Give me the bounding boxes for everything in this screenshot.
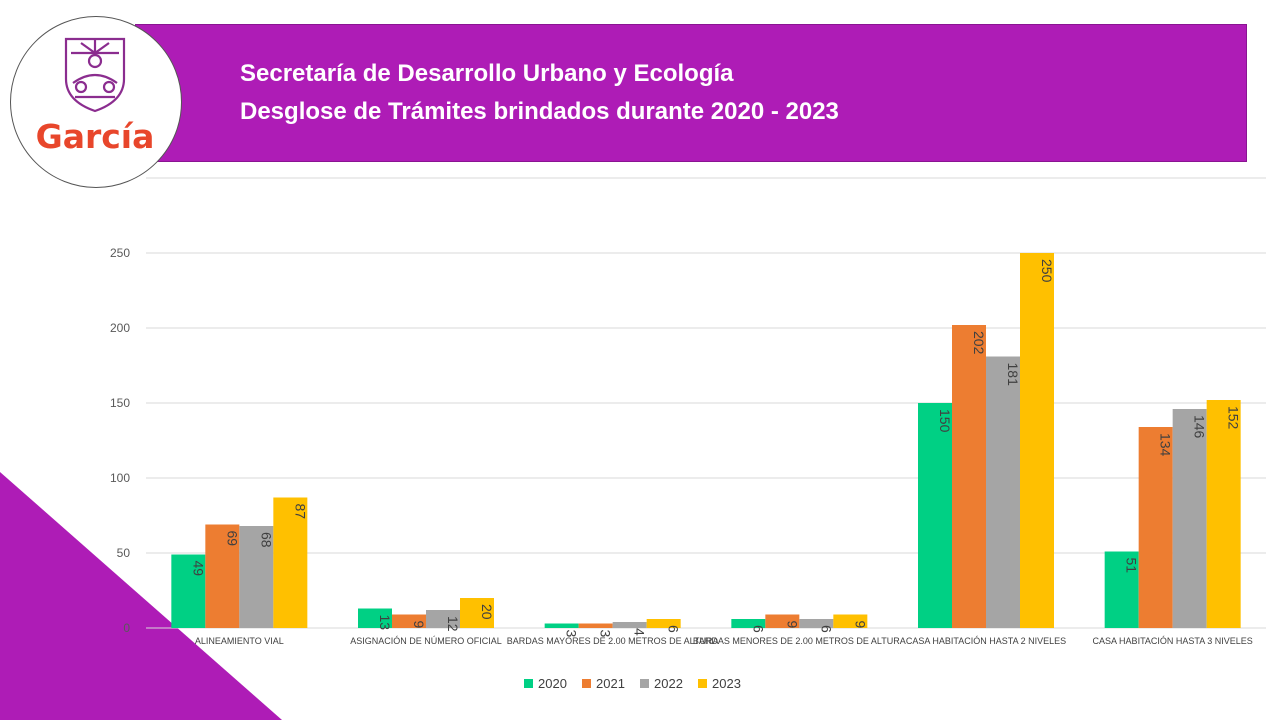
legend-swatch: [582, 679, 591, 688]
data-label: 9: [411, 621, 427, 629]
bar-2022: [426, 610, 460, 628]
bar-2022: [986, 356, 1020, 628]
bar-2021: [578, 623, 613, 628]
data-label: 12: [445, 616, 461, 632]
bar-2022: [239, 526, 274, 628]
legend-label: 2021: [596, 676, 625, 691]
category-label: BARDAS MAYORES DE 2.00 METROS DE ALTURA: [507, 636, 719, 646]
data-label: 150: [937, 409, 953, 433]
legend: 2020 2021 2022 2023: [0, 672, 1280, 694]
shield-emblem-icon: García: [36, 37, 155, 156]
bar-2020: [918, 403, 952, 628]
bar-2020: [1104, 551, 1139, 628]
data-label: 3: [598, 630, 614, 638]
data-label: 202: [971, 331, 987, 355]
bar-2020: [731, 619, 766, 628]
legend-label: 2022: [654, 676, 683, 691]
data-label: 49: [190, 561, 206, 577]
data-label: 152: [1226, 406, 1242, 430]
data-label: 134: [1158, 433, 1174, 457]
legend-item-2020: 2020: [524, 676, 567, 691]
data-label: 68: [258, 532, 274, 548]
data-label: 4: [632, 628, 648, 636]
data-label: 146: [1192, 415, 1208, 439]
data-label: 20: [479, 604, 495, 620]
category-labels: ALINEAMIENTO VIAL ASIGNACIÓN DE NÚMERO OF…: [195, 636, 1253, 646]
data-label: 6: [666, 625, 682, 633]
logo: García: [10, 16, 182, 188]
data-label: 13: [377, 615, 393, 631]
legend-swatch: [524, 679, 533, 688]
bar-2023: [273, 497, 308, 628]
y-tick-label: 100: [110, 471, 130, 485]
data-label: 3: [564, 630, 580, 638]
page-title: Secretaría de Desarrollo Urbano y Ecolog…: [240, 60, 734, 87]
legend-item-2021: 2021: [582, 676, 625, 691]
logo-text: García: [36, 117, 155, 156]
bar-2021: [952, 325, 986, 628]
data-label: 6: [818, 625, 834, 633]
bar-2021: [765, 614, 800, 628]
legend-label: 2020: [538, 676, 567, 691]
bar-2023: [1206, 400, 1241, 628]
data-label: 181: [1005, 363, 1021, 387]
category-label: ASIGNACIÓN DE NÚMERO OFICIAL: [350, 636, 502, 646]
y-tick-label: 50: [117, 546, 131, 560]
data-label: 6: [750, 625, 766, 633]
legend-item-2022: 2022: [640, 676, 683, 691]
bar-2022: [799, 619, 834, 628]
bar-2023: [833, 614, 868, 628]
y-tick-label: 150: [110, 396, 130, 410]
category-label: CASA HABITACIÓN HASTA 2 NIVELES: [906, 636, 1066, 646]
category-label: ALINEAMIENTO VIAL: [195, 636, 284, 646]
title-banner: [135, 24, 1247, 162]
gridlines: [146, 177, 1266, 629]
data-label: 250: [1039, 259, 1055, 283]
bar-2023: [646, 619, 681, 628]
data-label: 9: [852, 621, 868, 629]
y-tick-label: 200: [110, 321, 130, 335]
legend-item-2023: 2023: [698, 676, 741, 691]
bar-2020: [544, 623, 579, 628]
bar-2023: [460, 598, 494, 628]
bar-2022: [612, 622, 647, 628]
bars: [171, 253, 1241, 628]
y-axis-ticks: 050100150200250300: [110, 171, 130, 635]
bar-2020: [358, 608, 392, 628]
legend-swatch: [640, 679, 649, 688]
y-tick-label: 250: [110, 246, 130, 260]
page-subtitle: Desglose de Trámites brindados durante 2…: [240, 98, 839, 125]
data-label: 9: [784, 621, 800, 629]
category-label: CASA HABITACIÓN HASTA 3 NIVELES: [1093, 636, 1253, 646]
bar-2020: [171, 554, 206, 628]
bar-2021: [392, 614, 426, 628]
data-label: 69: [224, 531, 240, 547]
bar-2023: [1020, 253, 1054, 628]
category-label: BARDAS MENORES DE 2.00 METROS DE ALTURA: [693, 636, 906, 646]
legend-label: 2023: [712, 676, 741, 691]
bar-2022: [1172, 409, 1207, 628]
bar-2021: [1138, 427, 1173, 628]
y-tick-label: 0: [123, 621, 130, 635]
legend-swatch: [698, 679, 707, 688]
data-label: 87: [292, 504, 308, 520]
data-label: 51: [1124, 558, 1140, 574]
bar-2021: [205, 524, 240, 628]
